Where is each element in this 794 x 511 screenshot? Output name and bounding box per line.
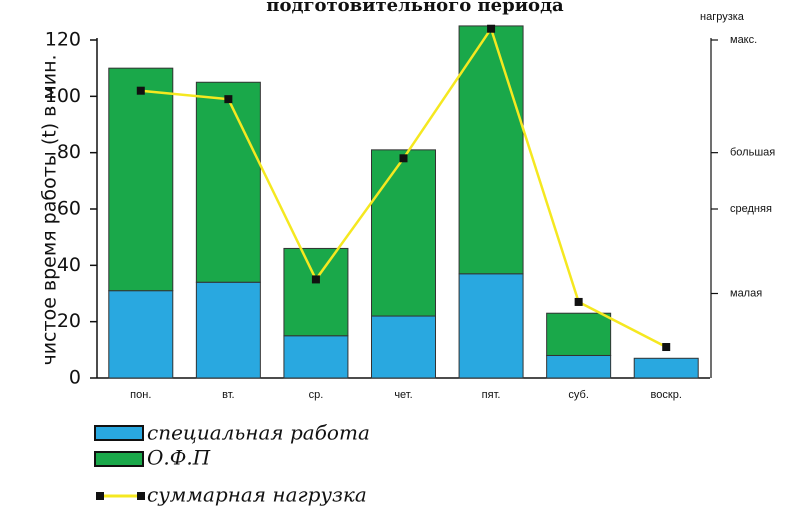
y-tick-label-0: 0 (69, 367, 81, 389)
legend-label-sum: суммарная нагрузка (147, 483, 367, 507)
bar-5-series-0 (546, 354, 612, 379)
right-axis-level-2: большая (730, 147, 775, 159)
sum-point-2 (311, 275, 320, 284)
legend-label-special: специальная работа (147, 421, 370, 445)
x-categories: пон. вт. ср. чет. пят. суб. воскр. (130, 389, 682, 401)
bar-2-series-1 (283, 247, 349, 337)
chart-title: подготовительного периода (266, 0, 564, 16)
x-category-label-5: суб. (568, 389, 588, 401)
sum-point-5 (574, 297, 583, 306)
bars (108, 25, 699, 379)
legend-marker-sum-end (137, 492, 145, 500)
sum-point-6 (662, 343, 671, 352)
bar-2-series-0 (283, 335, 349, 379)
y-tick-label-100: 100 (45, 85, 81, 107)
bar-5-series-1 (546, 312, 612, 356)
right-axis-level-3: макс. (730, 34, 757, 46)
x-category-label-4: пят. (482, 389, 501, 401)
legend: специальная работа О.Ф.П суммарная нагру… (94, 421, 370, 507)
legend-swatch-special (94, 425, 144, 441)
y-ticks: 0 20 40 60 80 100 120 (45, 29, 97, 389)
sum-line (136, 24, 671, 352)
legend-label-ofp: О.Ф.П (147, 446, 211, 470)
x-category-label-2: ср. (309, 389, 324, 401)
x-category-label-1: вт. (222, 389, 234, 401)
bar-0-series-1 (108, 67, 174, 292)
right-axis: малая средняя большая макс. (710, 34, 775, 378)
right-axis-title: нагрузка (700, 11, 745, 23)
bar-3-series-1 (371, 149, 436, 317)
sum-point-3 (399, 154, 408, 163)
sum-point-0 (136, 86, 145, 95)
x-category-label-3: чет. (394, 389, 412, 401)
x-category-label-0: пон. (130, 389, 151, 401)
bar-6-series-0 (633, 357, 699, 379)
y-tick-label-120: 120 (45, 29, 81, 51)
bar-3-series-0 (371, 315, 436, 379)
y-tick-label-40: 40 (57, 254, 81, 276)
bar-1-series-1 (195, 81, 261, 283)
legend-swatch-ofp (94, 451, 144, 467)
bar-4-series-0 (458, 273, 524, 379)
sum-point-1 (224, 95, 233, 104)
right-axis-level-1: средняя (730, 203, 772, 215)
y-tick-label-20: 20 (57, 310, 81, 332)
right-axis-level-0: малая (730, 287, 762, 299)
y-axis-label: чистое время работы (t) в мин. (39, 54, 61, 365)
y-tick-label-80: 80 (57, 141, 81, 163)
y-tick-label-60: 60 (57, 198, 81, 220)
bar-0-series-0 (108, 290, 174, 379)
sum-point-4 (487, 24, 496, 33)
x-category-label-6: воскр. (651, 389, 682, 401)
legend-marker-sum (96, 492, 104, 500)
bar-1-series-0 (195, 281, 261, 379)
